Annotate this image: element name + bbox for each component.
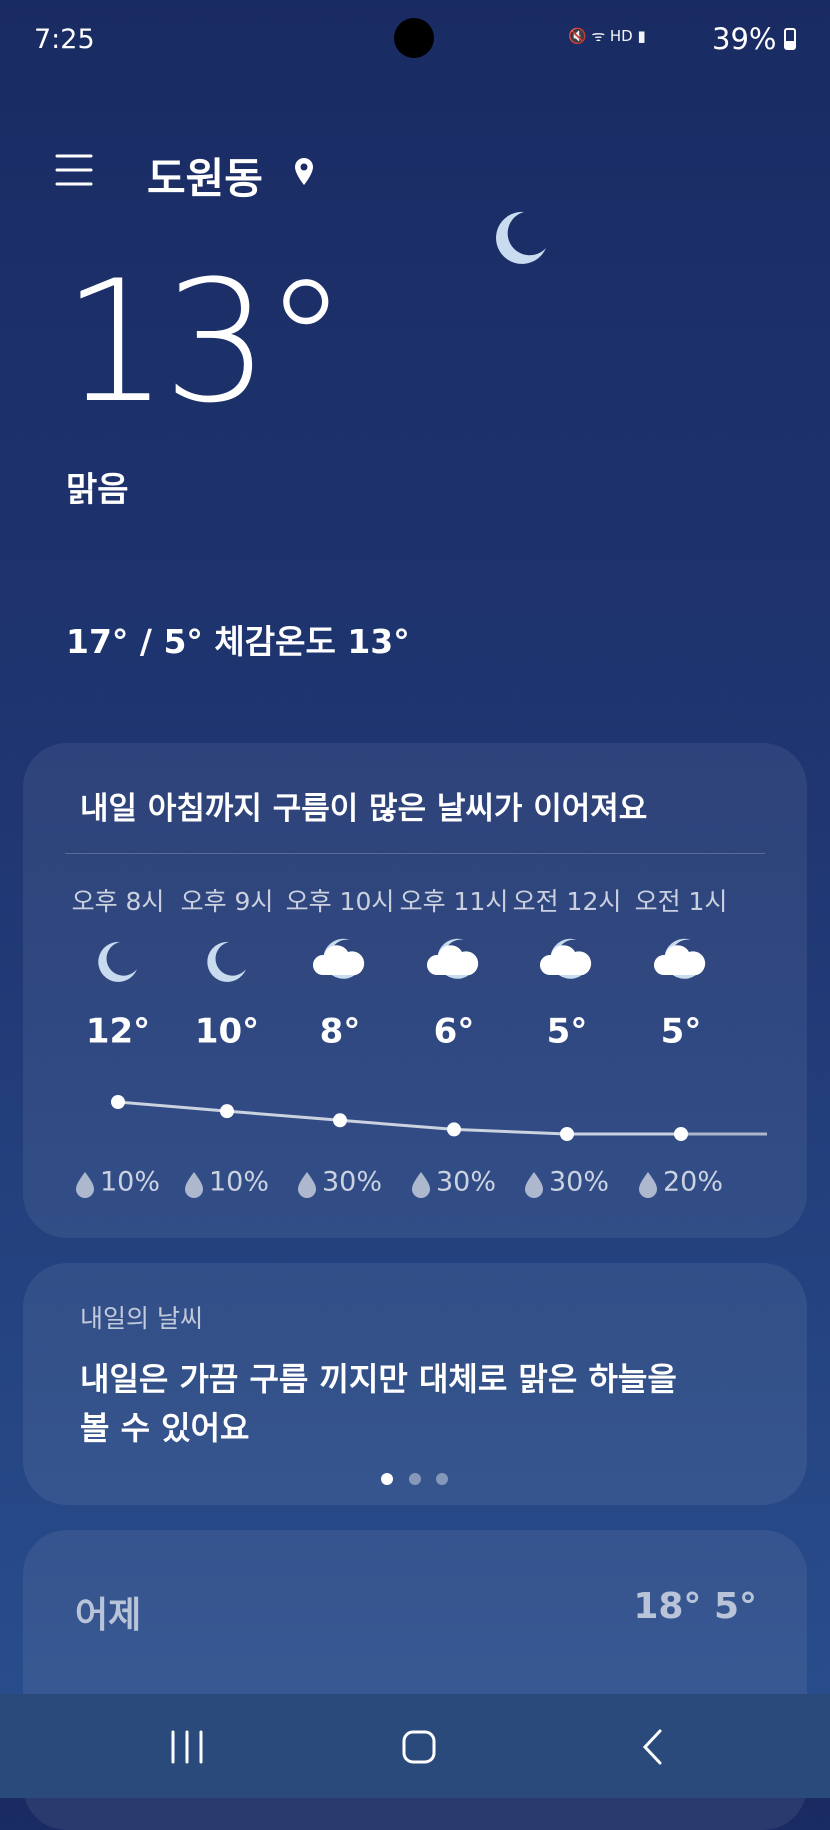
hour-time: 오후 9시 xyxy=(181,887,274,916)
camera xyxy=(394,18,434,58)
moon xyxy=(98,941,137,982)
hourly-card: 내일 아침까지 구름이 많은 날씨가 이어져요 오후 8시 12° 10% 오후 9시… xyxy=(23,743,807,1238)
nav-icons xyxy=(171,1729,662,1765)
temp-line xyxy=(117,1100,681,1136)
weather-icon xyxy=(653,938,706,979)
weather-icon xyxy=(426,938,479,979)
tomorrow-card: 내일의 날씨 내일은 가끔 구름 끼지만 대체로 맑은 하늘을 볼 수 있어요 xyxy=(23,1263,807,1505)
cloud xyxy=(653,945,706,975)
recent-apps-button[interactable] xyxy=(171,1730,203,1764)
hour-time: 오후 10시 xyxy=(286,887,395,916)
temp-dot xyxy=(674,1127,688,1141)
drop-icon xyxy=(412,1172,430,1198)
hour-temp: 6° xyxy=(434,1012,475,1052)
current-temperature: 13° xyxy=(62,244,348,440)
hour-temp: 8° xyxy=(320,1012,361,1052)
temp-dot xyxy=(447,1122,461,1137)
temp-dot xyxy=(220,1104,234,1119)
location-pin xyxy=(295,158,313,185)
cloud xyxy=(539,945,592,975)
yesterday-temps: 18° 5° xyxy=(633,1586,757,1627)
menu-button[interactable] xyxy=(55,153,95,189)
hourly-title: 내일 아침까지 구름이 많은 날씨가 이어져요 xyxy=(80,791,648,827)
cloud xyxy=(312,945,365,975)
tomorrow-label: 내일의 날씨 xyxy=(80,1304,203,1333)
precip: 30% xyxy=(436,1167,496,1198)
drop-icon xyxy=(639,1172,657,1198)
drop-icon xyxy=(76,1172,94,1198)
precip: 30% xyxy=(549,1167,609,1198)
drop-icon xyxy=(525,1172,543,1198)
cloud xyxy=(426,945,479,975)
location[interactable]: 도원동 xyxy=(147,154,263,203)
hour-time: 오후 8시 xyxy=(72,887,165,916)
hour-temp: 10° xyxy=(195,1012,259,1052)
drop-icon xyxy=(298,1172,316,1198)
battery-icon xyxy=(784,28,796,50)
drop-icon xyxy=(185,1172,203,1198)
weather-icon xyxy=(207,941,246,982)
back-button[interactable] xyxy=(642,1729,662,1765)
hour-temp: 5° xyxy=(547,1012,588,1052)
condition: 맑음 xyxy=(66,470,129,510)
temp-dot xyxy=(111,1095,125,1109)
precip: 10% xyxy=(209,1167,269,1198)
hour-temp: 12° xyxy=(86,1012,150,1052)
weather-icon xyxy=(312,938,365,979)
temperature-details: 17° / 5° 체감온도 13° xyxy=(66,622,410,661)
moon-icon xyxy=(496,211,546,264)
temp-dot xyxy=(560,1127,574,1141)
moon xyxy=(207,941,246,982)
status-icons: 🔇 ᯤ HD ▮ xyxy=(568,27,646,45)
tomorrow-text: 내일은 가끔 구름 끼지만 대체로 맑은 하늘을 볼 수 있어요 xyxy=(80,1360,677,1447)
nav-bar xyxy=(0,1694,830,1798)
precip: 20% xyxy=(663,1167,723,1198)
temp-dot xyxy=(333,1113,347,1128)
weather-icon xyxy=(539,938,592,979)
hour-temp: 5° xyxy=(661,1012,702,1052)
precip: 30% xyxy=(322,1167,382,1198)
home-button[interactable] xyxy=(402,1730,436,1764)
weather-icon xyxy=(98,941,137,982)
hour-time: 오후 11시 xyxy=(400,887,509,916)
hour-time: 오전 12시 xyxy=(513,887,622,916)
hour-time: 오전 1시 xyxy=(635,887,728,916)
status-time: 7:25 xyxy=(34,24,95,55)
precip: 10% xyxy=(100,1167,160,1198)
page-dot[interactable] xyxy=(436,1473,448,1485)
divider xyxy=(65,853,765,854)
page-dot[interactable] xyxy=(381,1473,393,1485)
battery: 39% xyxy=(712,22,777,56)
hourly-forecast: 오후 8시 12° 10% 오후 9시 10° 10% 오후 10시 8° 30% 오후 11시 6… xyxy=(72,887,767,1198)
yesterday-label: 어제 xyxy=(75,1595,142,1636)
page-dot[interactable] xyxy=(409,1473,421,1485)
